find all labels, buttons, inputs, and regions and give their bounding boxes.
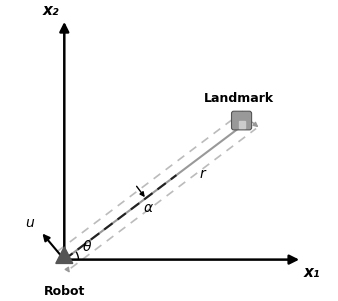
Text: θ: θ (83, 240, 91, 254)
FancyBboxPatch shape (232, 111, 251, 130)
Text: x₂: x₂ (42, 3, 58, 18)
Text: x₁: x₁ (304, 265, 320, 280)
Text: Robot: Robot (44, 285, 85, 298)
Bar (239, 121, 244, 128)
Text: α: α (143, 201, 152, 215)
Text: r: r (199, 167, 205, 181)
Text: u: u (25, 216, 33, 230)
Text: Landmark: Landmark (204, 92, 274, 105)
Polygon shape (56, 247, 73, 263)
